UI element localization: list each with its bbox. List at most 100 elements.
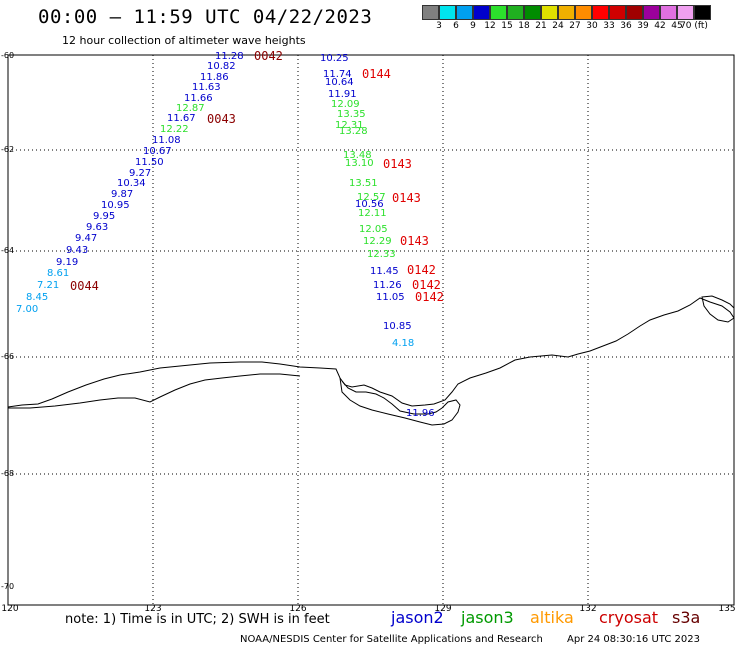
legend-label: 9	[470, 21, 476, 31]
legend-label: 27	[569, 21, 581, 31]
wave-height-label: 12.87	[176, 103, 205, 114]
legend-s3a: s3a	[672, 608, 701, 627]
pass-time-label: 0042	[254, 49, 283, 63]
lat-label: -70	[1, 582, 15, 591]
lat-label: -60	[1, 51, 15, 60]
legend-swatch	[575, 5, 592, 20]
wave-height-label: 9.87	[111, 189, 134, 200]
wave-height-label: 4.18	[392, 338, 415, 349]
legend-label: 15	[501, 21, 513, 31]
wave-height-label: 9.27	[129, 168, 152, 179]
wave-height-label: 9.63	[86, 222, 109, 233]
wave-height-label: 9.95	[93, 211, 116, 222]
wave-height-label: 9.43	[66, 245, 89, 256]
legend-swatch	[592, 5, 609, 20]
wave-height-label: 8.61	[47, 268, 70, 279]
legend-label: 6	[453, 21, 459, 31]
legend-swatch	[694, 5, 711, 20]
wave-height-label: 11.66	[184, 93, 213, 104]
lon-label: 132	[579, 604, 597, 614]
credit-text: NOAA/NESDIS Center for Satellite Applica…	[240, 634, 543, 645]
wave-height-label: 11.86	[200, 72, 229, 83]
legend-swatch	[490, 5, 507, 20]
legend-swatch	[660, 5, 677, 20]
wave-height-label: 8.45	[26, 292, 49, 303]
lat-label: -62	[1, 145, 15, 154]
coastline	[7, 297, 735, 408]
legend-label: 36	[620, 21, 632, 31]
wave-height-label: 12.31	[335, 120, 364, 131]
wave-height-label: 12.22	[160, 124, 189, 135]
pass-time-label: 0143	[383, 157, 412, 171]
wave-height-label: 10.25	[320, 53, 349, 64]
plot-frame	[7, 54, 735, 606]
wave-height-label: 12.09	[331, 99, 360, 110]
pass-time-label: 0143	[400, 234, 429, 248]
wave-height-label: 11.74	[323, 69, 352, 80]
wave-height-label: 11.96	[406, 408, 435, 419]
legend-label: 21	[535, 21, 547, 31]
wave-height-label: 11.08	[152, 135, 181, 146]
wave-height-label: 9.47	[75, 233, 98, 244]
wave-height-label: 10.56	[355, 199, 384, 210]
legend-cryosat: cryosat	[599, 608, 659, 627]
legend-swatch	[541, 5, 558, 20]
wave-height-label: 13.48	[343, 150, 372, 161]
pass-time-label: 0144	[362, 67, 391, 81]
lat-label: -68	[1, 469, 15, 478]
legend-label: 30	[586, 21, 598, 31]
legend-swatch	[456, 5, 473, 20]
legend-label: 39	[637, 21, 649, 31]
legend-swatch	[524, 5, 541, 20]
wave-height-label: 7.21	[37, 280, 60, 291]
lon-label: 135	[718, 604, 736, 614]
wave-height-label: 11.63	[192, 82, 221, 93]
wave-height-label: 13.10	[345, 158, 374, 169]
wave-height-label: 12.11	[358, 208, 387, 219]
legend-label: 45	[671, 21, 683, 31]
legend-label: 70 (ft)	[680, 21, 708, 31]
legend-swatch	[558, 5, 575, 20]
lon-label: 129	[434, 604, 452, 614]
legend-swatch	[439, 5, 456, 20]
wave-height-label: 10.95	[101, 200, 130, 211]
lon-label: 126	[289, 604, 307, 614]
coastline-inner	[8, 373, 301, 409]
legend-label: 3	[436, 21, 442, 31]
color-legend	[422, 5, 711, 20]
ice-shelf-outline	[339, 377, 461, 426]
wave-height-label: 12.29	[363, 236, 392, 247]
wave-height-label: 11.67	[167, 113, 196, 124]
legend-altika: altika	[530, 608, 574, 627]
page-title: 00:00 – 11:59 UTC 04/22/2023	[38, 6, 373, 28]
legend-swatch	[626, 5, 643, 20]
wave-height-label: 13.35	[337, 109, 366, 120]
legend-label: 42	[654, 21, 666, 31]
legend-label: 18	[518, 21, 530, 31]
wave-height-label: 10.85	[383, 321, 412, 332]
wave-height-label: 12.57	[357, 192, 386, 203]
legend-label: 33	[603, 21, 615, 31]
lon-label: 123	[144, 604, 162, 614]
wave-height-label: 11.91	[328, 89, 357, 100]
wave-height-label: 10.34	[117, 178, 146, 189]
wave-height-label: 11.05	[376, 292, 405, 303]
wave-height-label: 11.50	[135, 157, 164, 168]
lon-label: 120	[1, 604, 19, 614]
legend-swatch	[473, 5, 490, 20]
pass-time-label: 0142	[415, 290, 444, 304]
island-outline	[701, 295, 735, 323]
legend-swatch	[643, 5, 660, 20]
wave-height-label: 7.00	[16, 304, 39, 315]
note-text: note: 1) Time is in UTC; 2) SWH is in fe…	[65, 612, 330, 627]
timestamp-text: Apr 24 08:30:16 UTC 2023	[567, 634, 700, 645]
wave-height-label: 12.05	[359, 224, 388, 235]
lat-label: -64	[1, 246, 15, 255]
pass-time-label: 0043	[207, 112, 236, 126]
legend-swatch	[507, 5, 524, 20]
wave-height-label: 9.19	[56, 257, 79, 268]
legend-jason3: jason3	[461, 608, 514, 627]
wave-height-label: 13.51	[349, 178, 378, 189]
page-subtitle: 12 hour collection of altimeter wave hei…	[62, 34, 306, 47]
